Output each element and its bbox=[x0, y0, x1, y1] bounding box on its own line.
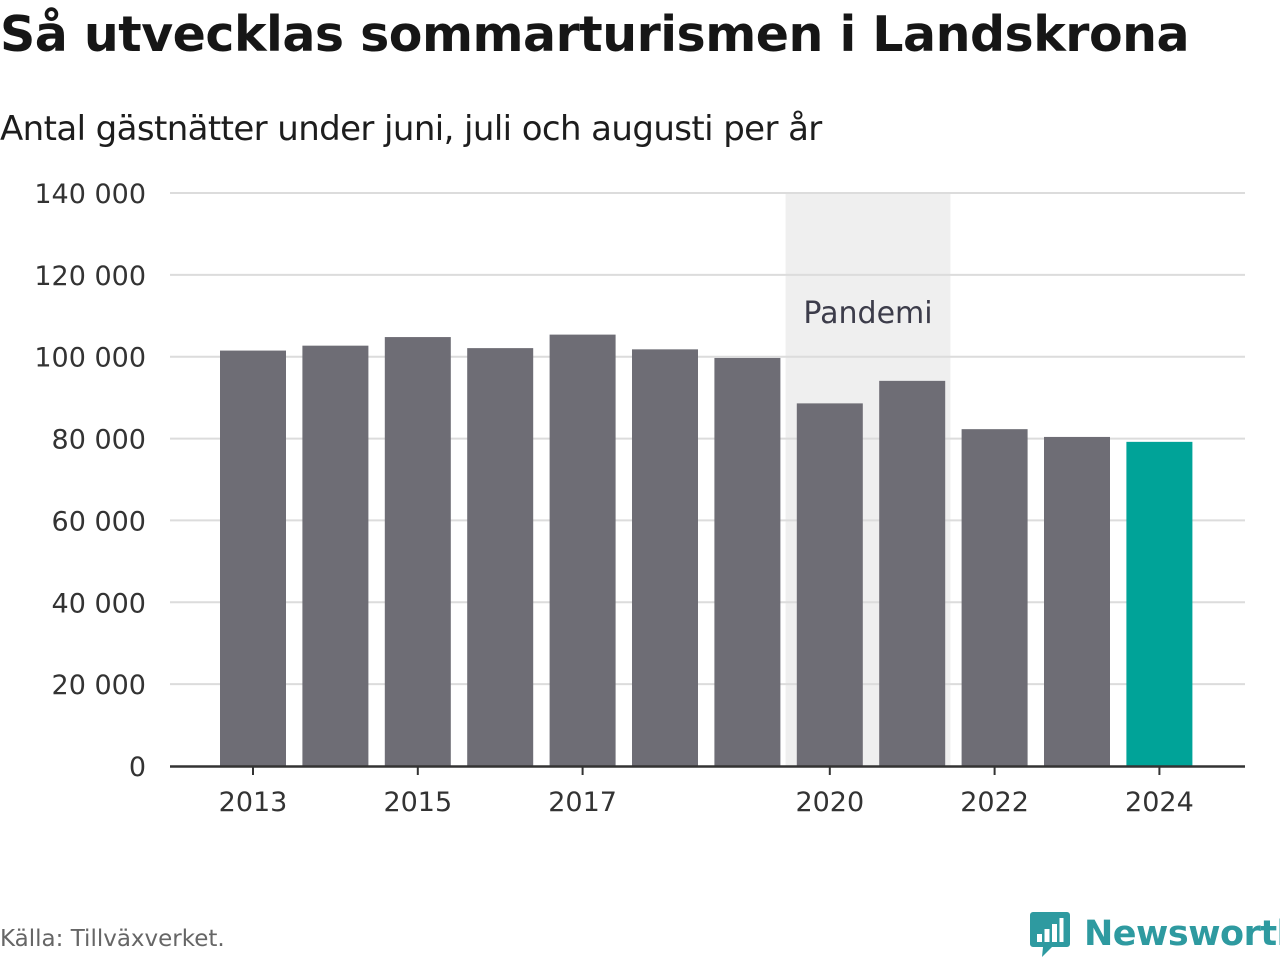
y-tick-label: 100 000 bbox=[34, 343, 146, 374]
bar-2014 bbox=[302, 345, 369, 766]
bar-2024 bbox=[1126, 441, 1193, 766]
x-tick-label: 2022 bbox=[960, 787, 1029, 818]
chart-title: Så utvecklas sommarturismen i Landskrona bbox=[0, 6, 1190, 63]
y-tick-label: 20 000 bbox=[52, 670, 146, 701]
bar-chart-speech-bubble-icon bbox=[1030, 912, 1070, 957]
source-note: Källa: Tillväxverket. bbox=[0, 926, 225, 952]
bar-2022 bbox=[961, 429, 1028, 766]
x-tick-label: 2013 bbox=[219, 787, 288, 818]
y-tick-label: 80 000 bbox=[52, 425, 146, 456]
bar-2020 bbox=[796, 403, 863, 766]
y-tick-label: 60 000 bbox=[52, 506, 146, 537]
chart-subtitle: Antal gästnätter under juni, juli och au… bbox=[0, 109, 822, 149]
bar-2019 bbox=[714, 357, 781, 766]
newsworthy-logo: Newsworthy bbox=[1030, 910, 1280, 958]
x-tick-label: 2020 bbox=[795, 787, 864, 818]
y-tick-label: 140 000 bbox=[34, 179, 146, 210]
y-tick-label: 120 000 bbox=[34, 261, 146, 292]
bar-2013 bbox=[220, 350, 286, 766]
annotation-label: Pandemi bbox=[803, 296, 932, 331]
x-tick-label: 2024 bbox=[1125, 787, 1194, 818]
y-tick-label: 0 bbox=[129, 752, 146, 783]
bar-2018 bbox=[632, 349, 698, 766]
bar-2015 bbox=[384, 337, 451, 766]
bar-2016 bbox=[467, 348, 534, 766]
bar-2021 bbox=[879, 380, 946, 766]
bar-2017 bbox=[549, 334, 616, 766]
bar-chart: 0 20 000 40 000 60 000 80 000 100 000 120 000 1… bbox=[34, 179, 1245, 818]
y-tick-label: 40 000 bbox=[52, 588, 146, 619]
x-tick-label: 2015 bbox=[383, 787, 452, 818]
brand-name: Newsworthy bbox=[1084, 914, 1280, 954]
x-tick-label: 2017 bbox=[548, 787, 617, 818]
bar-2023 bbox=[1044, 436, 1110, 766]
